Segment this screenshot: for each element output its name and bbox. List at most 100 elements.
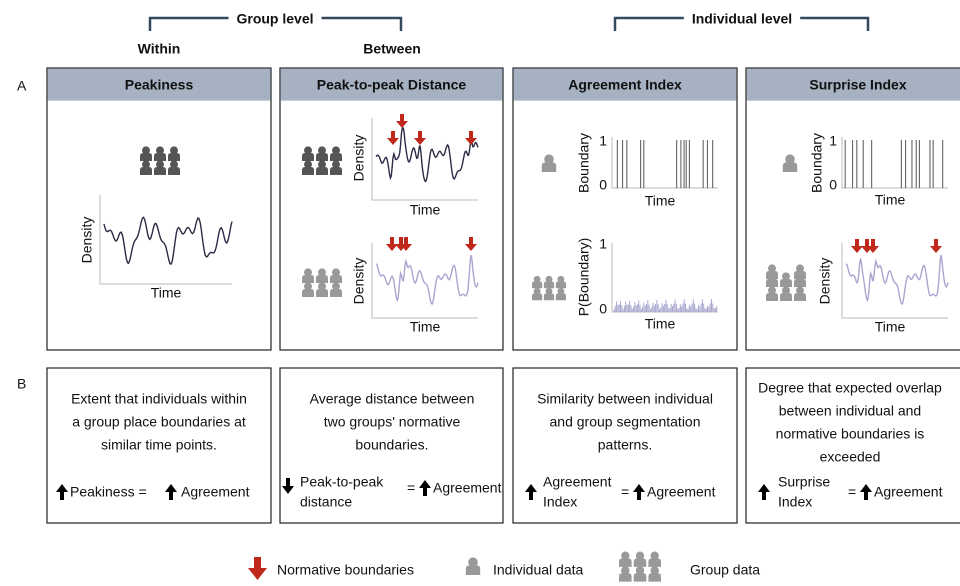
tick-label: 1 <box>599 236 607 252</box>
bracket-label: Individual level <box>692 11 792 27</box>
person-icon <box>140 160 152 175</box>
description: similar time points. <box>101 437 217 453</box>
arrow-icon <box>860 484 872 500</box>
person-icon <box>330 282 342 297</box>
description: Similarity between individual <box>537 391 713 407</box>
arrow-icon <box>465 237 477 251</box>
arrow-icon <box>165 484 177 500</box>
panel-title: Peak-to-peak Distance <box>317 77 467 93</box>
formula-text: Index <box>778 494 812 510</box>
panel-b <box>46 367 272 524</box>
tick-label: 1 <box>599 133 607 149</box>
panel-title: Peakiness <box>125 77 194 93</box>
person-icon <box>168 160 180 175</box>
panel-title: Agreement Index <box>568 77 682 93</box>
arrow-icon <box>851 239 863 253</box>
axis-label: Time <box>875 192 906 208</box>
arrow-icon <box>867 239 879 253</box>
description: Average distance between <box>310 391 475 407</box>
person-icon <box>302 268 314 283</box>
formula-text: Peakiness = <box>70 484 147 500</box>
arrow-icon <box>758 484 770 500</box>
formula-text: = <box>407 480 415 496</box>
formula-text: Index <box>543 494 577 510</box>
axis-label: Time <box>645 316 676 332</box>
formula-text: Agreement <box>874 484 943 500</box>
panel-header <box>280 68 503 101</box>
person-icon <box>780 272 792 287</box>
panel-b <box>512 367 738 524</box>
legend-arrow <box>248 557 267 580</box>
formula-text: Agreement <box>433 480 502 496</box>
person-icon <box>541 154 557 172</box>
bracket-label: Group level <box>236 11 313 27</box>
person-icon <box>633 566 647 582</box>
description: two groups' normative <box>324 414 461 430</box>
person-icon <box>168 146 180 161</box>
arrow-icon <box>465 131 477 145</box>
tick-label: 1 <box>829 133 837 149</box>
column-label: Between <box>363 41 421 57</box>
row-label: B <box>17 376 26 392</box>
axis-label: Time <box>410 319 441 335</box>
arrow-icon <box>387 131 399 145</box>
arrow-icon <box>525 484 537 500</box>
arrow-icon <box>419 480 431 496</box>
description: Extent that individuals within <box>71 391 247 407</box>
formula-text: = <box>848 484 856 500</box>
arrow-icon <box>414 131 426 145</box>
axis-label: Boundary <box>809 133 825 193</box>
person-icon <box>780 286 792 301</box>
person-icon <box>302 146 314 161</box>
formula-text: Agreement <box>543 474 612 490</box>
description: normative boundaries is <box>776 426 925 442</box>
description: patterns. <box>598 437 652 453</box>
arrow-icon <box>396 114 408 128</box>
axis-label: Density <box>351 135 367 182</box>
curve <box>375 127 479 183</box>
legend-label: Normative boundaries <box>277 562 414 578</box>
panel-title: Surprise Index <box>809 77 906 93</box>
legend-label: Individual data <box>493 562 584 578</box>
person-icon <box>465 557 481 575</box>
axis-label: Time <box>151 285 182 301</box>
arrow-icon <box>400 237 412 251</box>
formula-text: = <box>621 484 629 500</box>
axis-label: Density <box>351 258 367 305</box>
axis-label: Boundary <box>576 133 592 193</box>
person-icon <box>794 272 806 287</box>
arrow-icon <box>282 478 294 494</box>
person-icon <box>543 287 555 301</box>
axis <box>841 137 948 189</box>
person-icon <box>154 160 166 175</box>
formula-text: distance <box>300 494 352 510</box>
formula-text: Agreement <box>647 484 716 500</box>
bracket <box>613 16 870 31</box>
person-icon <box>648 551 661 567</box>
person-icon <box>316 282 328 297</box>
person-icon <box>330 268 342 283</box>
panel-b <box>279 367 504 524</box>
person-icon <box>619 551 632 567</box>
person-icon <box>302 160 314 175</box>
curve <box>103 216 233 265</box>
tick-label: 0 <box>599 301 607 317</box>
panel-header <box>47 68 271 101</box>
person-icon <box>543 275 555 289</box>
panel-a <box>745 67 960 351</box>
description: a group place boundaries at <box>72 414 246 430</box>
tick-label: 0 <box>829 177 837 193</box>
tick-label: 0 <box>599 177 607 193</box>
arrow-icon <box>633 484 645 500</box>
person-icon <box>330 160 342 175</box>
person-icon <box>766 272 778 287</box>
person-icon <box>316 160 328 175</box>
person-icon <box>532 275 543 289</box>
description: and group segmentation <box>550 414 701 430</box>
axis <box>371 118 478 201</box>
person-icon <box>766 286 778 301</box>
panel-a <box>512 67 738 351</box>
axis-label: Time <box>645 193 676 209</box>
arrow-icon <box>56 484 68 500</box>
description: exceeded <box>820 449 881 465</box>
